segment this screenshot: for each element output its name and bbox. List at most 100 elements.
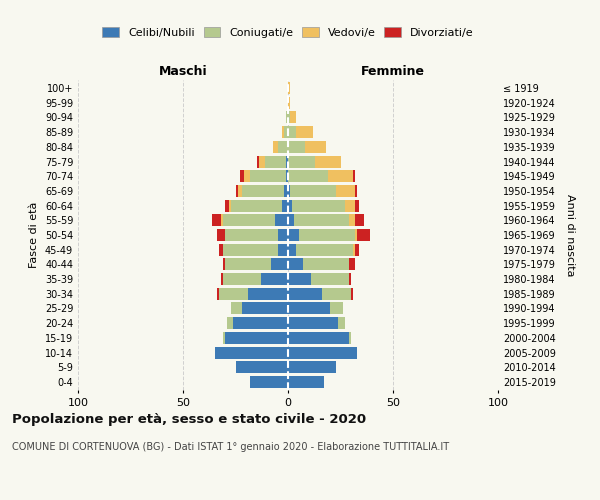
Bar (225, 258, 271, 270)
Bar (286, 156, 288, 168)
Bar (227, 317, 233, 329)
Bar (305, 141, 326, 153)
Bar (355, 244, 359, 256)
Bar (223, 332, 225, 344)
Bar (337, 185, 355, 197)
Bar (242, 185, 284, 197)
Bar (244, 170, 250, 182)
Bar (225, 229, 277, 241)
Y-axis label: Anni di nascita: Anni di nascita (565, 194, 575, 276)
Bar (282, 200, 288, 211)
Bar (212, 214, 221, 226)
Bar (349, 258, 355, 270)
Bar (345, 200, 355, 211)
Bar (296, 244, 353, 256)
Bar (288, 302, 330, 314)
Bar (353, 170, 355, 182)
Bar (288, 317, 338, 329)
Bar (223, 258, 225, 270)
Bar (250, 376, 288, 388)
Bar (288, 258, 303, 270)
Bar (351, 288, 353, 300)
Bar (296, 126, 313, 138)
Bar (288, 229, 299, 241)
Bar (322, 288, 351, 300)
Bar (311, 273, 349, 285)
Legend: Celibi/Nubili, Coniugati/e, Vedovi/e, Divorziati/e: Celibi/Nubili, Coniugati/e, Vedovi/e, Di… (99, 24, 477, 41)
Bar (288, 96, 290, 109)
Bar (358, 229, 370, 241)
Bar (275, 214, 288, 226)
Bar (330, 302, 343, 314)
Bar (349, 214, 355, 226)
Bar (299, 229, 355, 241)
Bar (353, 244, 355, 256)
Bar (235, 185, 238, 197)
Bar (288, 332, 349, 344)
Bar (316, 156, 341, 168)
Bar (288, 376, 324, 388)
Bar (242, 302, 288, 314)
Bar (290, 185, 337, 197)
Bar (223, 244, 277, 256)
Bar (232, 200, 282, 211)
Bar (288, 112, 290, 124)
Bar (221, 214, 223, 226)
Bar (232, 302, 242, 314)
Bar (257, 156, 259, 168)
Bar (295, 214, 349, 226)
Bar (303, 258, 349, 270)
Bar (288, 288, 322, 300)
Bar (288, 185, 290, 197)
Bar (277, 244, 288, 256)
Bar (223, 214, 275, 226)
Bar (288, 361, 337, 374)
Bar (292, 200, 344, 211)
Text: Popolazione per età, sesso e stato civile - 2020: Popolazione per età, sesso e stato civil… (12, 412, 366, 426)
Bar (250, 170, 286, 182)
Bar (284, 185, 288, 197)
Bar (217, 229, 225, 241)
Bar (288, 244, 296, 256)
Bar (218, 244, 223, 256)
Bar (286, 170, 288, 182)
Bar (260, 273, 288, 285)
Bar (225, 200, 229, 211)
Bar (271, 258, 288, 270)
Bar (288, 214, 295, 226)
Bar (235, 361, 288, 374)
Bar (288, 156, 316, 168)
Bar (338, 317, 345, 329)
Bar (233, 317, 288, 329)
Bar (288, 126, 296, 138)
Bar (349, 273, 351, 285)
Y-axis label: Fasce di età: Fasce di età (29, 202, 39, 268)
Text: Maschi: Maschi (158, 65, 208, 78)
Bar (288, 141, 305, 153)
Bar (240, 170, 244, 182)
Bar (328, 170, 353, 182)
Bar (277, 229, 288, 241)
Bar (238, 185, 242, 197)
Bar (248, 288, 288, 300)
Bar (290, 112, 296, 124)
Bar (218, 288, 248, 300)
Bar (277, 141, 288, 153)
Bar (223, 273, 260, 285)
Bar (259, 156, 265, 168)
Bar (355, 185, 358, 197)
Bar (288, 346, 358, 358)
Bar (229, 200, 232, 211)
Bar (288, 170, 328, 182)
Bar (355, 229, 358, 241)
Bar (217, 288, 218, 300)
Bar (215, 346, 288, 358)
Bar (265, 156, 286, 168)
Bar (288, 82, 290, 94)
Bar (274, 141, 277, 153)
Text: COMUNE DI CORTENUOVA (BG) - Dati ISTAT 1° gennaio 2020 - Elaborazione TUTTITALIA: COMUNE DI CORTENUOVA (BG) - Dati ISTAT 1… (12, 442, 449, 452)
Bar (349, 332, 351, 344)
Bar (288, 273, 311, 285)
Bar (355, 200, 359, 211)
Bar (355, 214, 364, 226)
